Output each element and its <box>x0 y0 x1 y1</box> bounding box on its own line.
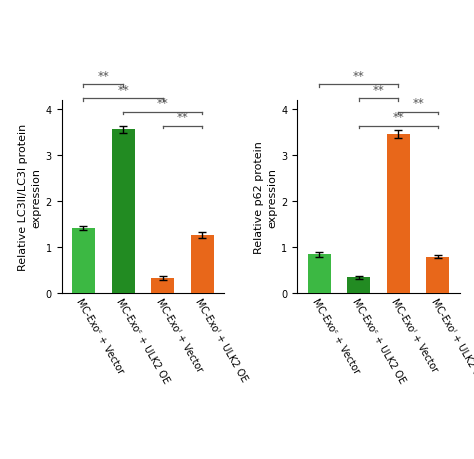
Text: **: ** <box>353 70 365 83</box>
Text: **: ** <box>117 84 129 96</box>
Y-axis label: Relative LC3II/LC3I protein
expression: Relative LC3II/LC3I protein expression <box>18 124 42 271</box>
Bar <box>308 255 330 294</box>
Bar <box>347 278 370 294</box>
Text: **: ** <box>97 70 109 83</box>
Bar <box>72 229 95 294</box>
Text: **: ** <box>373 84 384 96</box>
Bar <box>191 235 214 294</box>
Text: **: ** <box>392 111 404 124</box>
Text: **: ** <box>177 111 188 124</box>
Text: **: ** <box>157 97 169 110</box>
Bar <box>151 279 174 294</box>
Bar <box>111 130 135 294</box>
Bar <box>387 134 410 294</box>
Y-axis label: Relative p62 protein
expression: Relative p62 protein expression <box>254 141 277 254</box>
Text: **: ** <box>412 97 424 110</box>
Bar <box>427 257 449 294</box>
